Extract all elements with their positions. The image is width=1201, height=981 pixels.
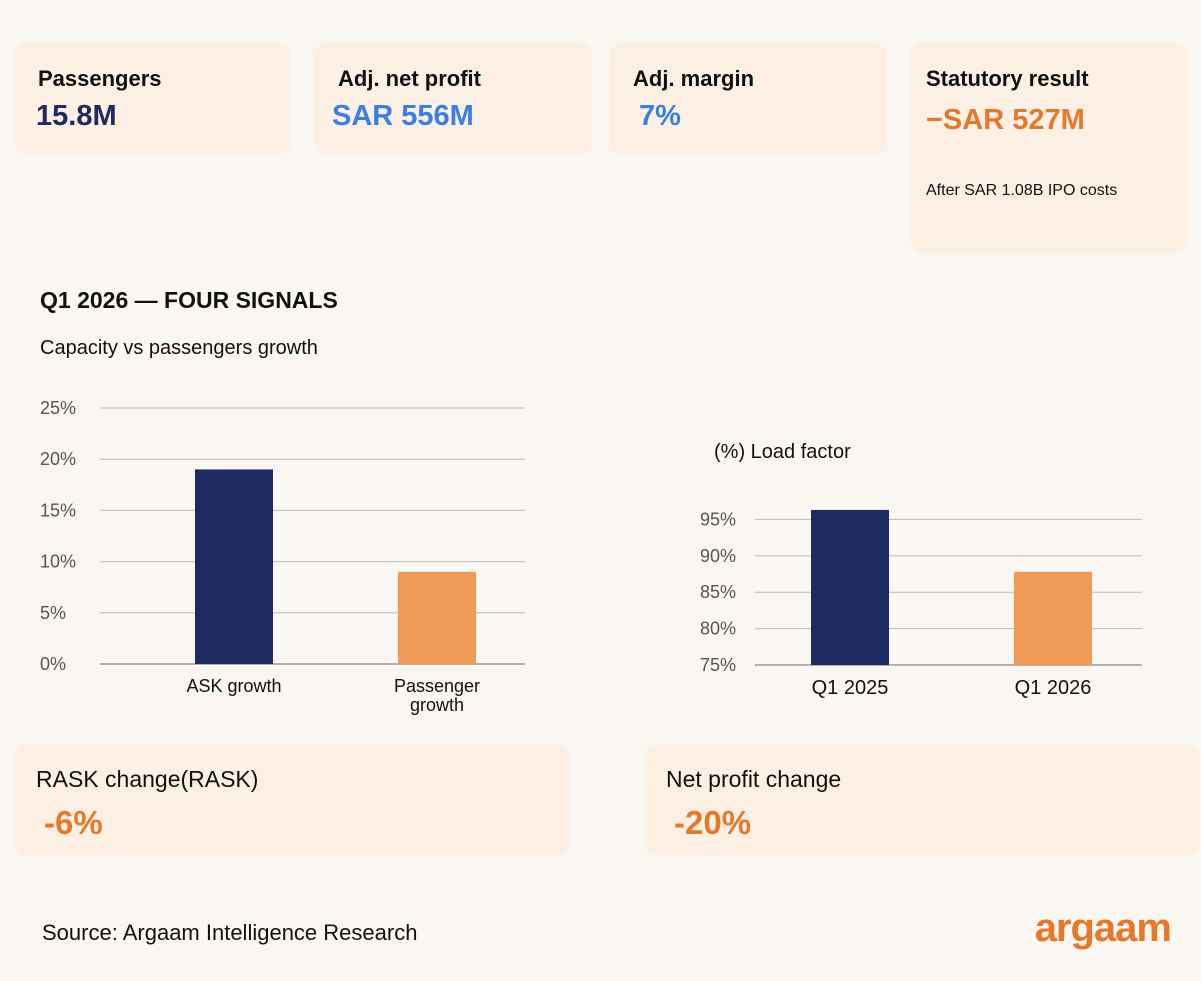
section-title: Q1 2026 — FOUR SIGNALS bbox=[40, 287, 338, 313]
kpi-card-passengers: Passengers 15.8M bbox=[14, 42, 291, 155]
kpi-value: SAR 556M bbox=[332, 100, 474, 132]
kpi-card-adj-net-profit: Adj. net profit SAR 556M bbox=[314, 42, 592, 155]
kpi-value: 7% bbox=[639, 100, 681, 132]
chart1-title: Capacity vs passengers growth bbox=[40, 337, 318, 359]
kpi-label: Adj. net profit bbox=[338, 66, 481, 91]
kpi-note: After SAR 1.08B IPO costs bbox=[926, 182, 1118, 199]
source-note: Source: Argaam Intelligence Research bbox=[42, 920, 418, 945]
kpi-card-statutory-result: Statutory result −SAR 527M After SAR 1.0… bbox=[910, 42, 1188, 253]
x-tick-label: growth bbox=[410, 695, 464, 715]
bar-passenger-growth bbox=[398, 571, 476, 664]
bar-q1-2026 bbox=[1014, 571, 1092, 665]
net-profit-change-value: -20% bbox=[674, 804, 752, 841]
y-tick-label: 90% bbox=[700, 546, 736, 566]
y-tick-label: 80% bbox=[700, 619, 736, 639]
kpi-value: −SAR 527M bbox=[926, 104, 1085, 136]
y-tick-label: 15% bbox=[40, 500, 76, 520]
x-tick-label: ASK growth bbox=[186, 676, 281, 696]
net-profit-change-card: Net profit change -20% bbox=[644, 744, 1200, 856]
y-tick-label: 5% bbox=[40, 603, 66, 623]
y-tick-label: 25% bbox=[40, 398, 76, 418]
x-tick-label: Q1 2025 bbox=[812, 677, 889, 699]
kpi-label: Passengers bbox=[38, 66, 162, 91]
y-tick-label: 95% bbox=[700, 509, 736, 529]
rask-change-card: RASK change(RASK) -6% bbox=[14, 744, 570, 856]
y-tick-label: 0% bbox=[40, 654, 66, 674]
chart-load-factor: (%) Load factor 75% 80% 85% 90% 95% Q1 2025 Q1 … bbox=[700, 441, 1142, 699]
y-tick-label: 20% bbox=[40, 449, 76, 469]
kpi-label: Adj. margin bbox=[633, 66, 755, 91]
y-tick-label: 75% bbox=[700, 655, 736, 675]
rask-change-label: RASK change(RASK) bbox=[36, 766, 259, 792]
chart-capacity-growth: 0% 5% 10% 15% 20% 25% ASK growth Passengergrowt… bbox=[40, 398, 525, 715]
x-tick-label: Q1 2026 bbox=[1015, 677, 1092, 699]
x-tick-label: Passenger bbox=[394, 676, 480, 696]
y-tick-label: 10% bbox=[40, 552, 76, 572]
y-tick-label: 85% bbox=[700, 582, 736, 602]
rask-change-value: -6% bbox=[44, 804, 103, 841]
argaam-logo: argaam bbox=[1034, 906, 1172, 950]
net-profit-change-label: Net profit change bbox=[666, 766, 842, 792]
chart2-title: (%) Load factor bbox=[714, 441, 851, 463]
bar-ask-growth bbox=[195, 469, 273, 664]
bar-q1-2025 bbox=[811, 509, 889, 665]
kpi-card-adj-margin: Adj. margin 7% bbox=[609, 42, 887, 155]
kpi-value: 15.8M bbox=[36, 100, 117, 132]
kpi-label: Statutory result bbox=[926, 66, 1089, 91]
